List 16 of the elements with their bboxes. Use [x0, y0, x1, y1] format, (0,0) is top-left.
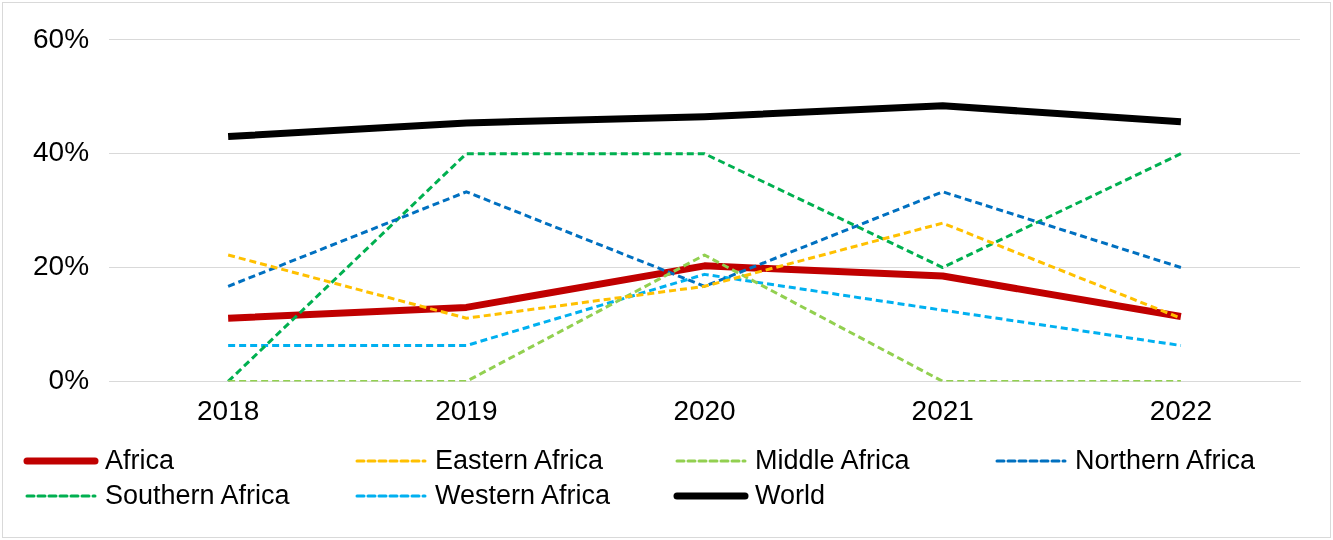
- legend-label: Middle Africa: [755, 445, 910, 476]
- legend-label: Africa: [105, 445, 175, 476]
- x-tick-label: 2020: [673, 394, 736, 426]
- y-tick-label: 60%: [32, 22, 90, 54]
- x-tick-label: 2021: [911, 394, 974, 426]
- legend-label: Eastern Africa: [435, 445, 604, 476]
- x-tick-label: 2018: [196, 394, 260, 426]
- legend-label: Southern Africa: [105, 480, 290, 511]
- y-tick-label: 40%: [32, 136, 90, 168]
- y-tick-label: 20%: [32, 250, 90, 282]
- x-tick-label: 2019: [435, 394, 498, 426]
- legend-label: Northern Africa: [1075, 445, 1256, 476]
- y-tick-label: 0%: [48, 364, 90, 396]
- x-tick-label: 2022: [1149, 394, 1213, 426]
- legend-label: Western Africa: [435, 480, 611, 511]
- legend-label: World: [755, 480, 826, 511]
